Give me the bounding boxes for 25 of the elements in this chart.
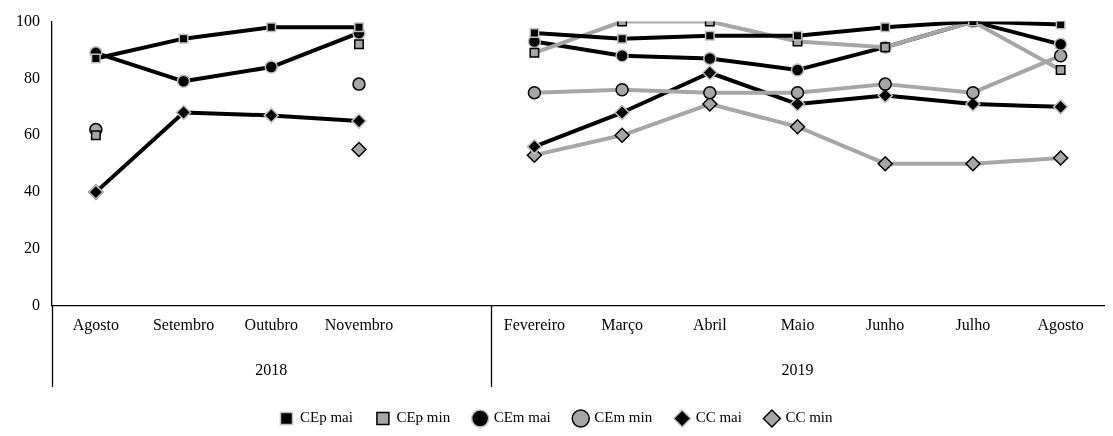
x-tick-label: Setembro <box>152 315 215 333</box>
x-tick-label: Fevereiro <box>503 315 566 333</box>
x-tick-label: Abril <box>692 315 728 333</box>
legend-label: CEm min <box>594 409 653 426</box>
x-tick-label: Junho <box>866 315 905 333</box>
y-tick-label: 0 <box>32 296 40 313</box>
x-tick-label: Maio <box>780 315 815 333</box>
y-tick-label: 40 <box>24 182 40 200</box>
legend-label: CEp min <box>396 409 451 426</box>
legend-label: CEm mai <box>493 409 551 426</box>
y-tick-label: 100 <box>16 11 40 29</box>
legend-label: CC min <box>785 409 833 426</box>
y-tick-label: 80 <box>24 68 40 86</box>
text: 2019 <box>781 361 814 379</box>
x-tick-label: Novembro <box>324 315 394 333</box>
text: 2018 <box>255 361 288 379</box>
y-tick-label: 60 <box>24 125 40 143</box>
legend-label: CC mai <box>695 409 742 426</box>
x-tick-label: Outubro <box>244 315 298 333</box>
y-tick-label: 20 <box>24 239 40 257</box>
x-tick-label: Julho <box>955 315 991 333</box>
x-tick-label: Março <box>601 315 643 334</box>
legend-label: CEp mai <box>300 409 353 426</box>
x-tick-label: Agosto <box>1037 315 1084 334</box>
x-tick-label: Agosto <box>72 315 119 334</box>
